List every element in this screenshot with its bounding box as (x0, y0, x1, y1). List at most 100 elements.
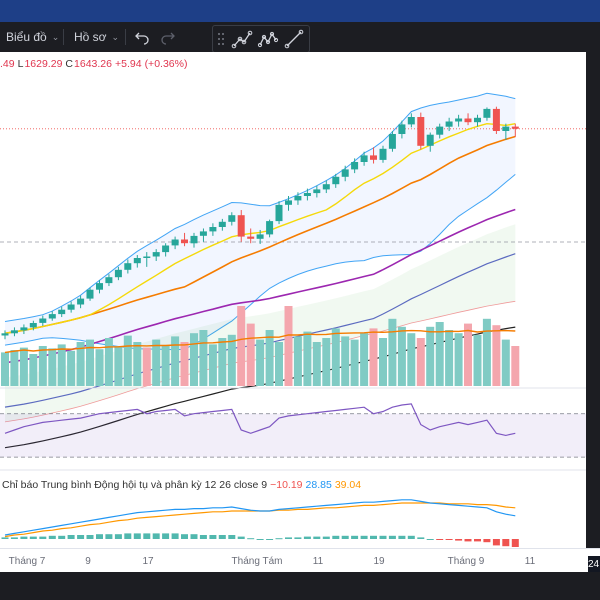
volume-bar (303, 331, 312, 386)
candle-body (322, 184, 330, 190)
candle-body (455, 118, 463, 122)
macd-legend[interactable]: Chỉ báo Trung bình Động hội tụ và phân k… (2, 479, 364, 491)
time-tick: Tháng Tám (231, 556, 283, 567)
candle-body (511, 126, 519, 129)
macd-line (4, 499, 516, 536)
price-scale[interactable] (586, 52, 600, 572)
macd-histogram-bar (455, 539, 463, 541)
toolbar-divider (125, 29, 126, 45)
volume-bar (218, 338, 227, 386)
macd-histogram-bar (370, 535, 377, 539)
macd-histogram-bar (492, 539, 500, 546)
undo-button[interactable] (134, 22, 150, 52)
macd-histogram-bar (256, 539, 264, 540)
candle-body (105, 277, 113, 284)
macd-histogram-bar (48, 535, 56, 539)
ohlc-change-pct: (+0.36%) (144, 58, 188, 70)
candle-body (20, 327, 28, 331)
profile-menu-button[interactable]: Hồ sơ ⌄ (74, 22, 119, 52)
candle-body (266, 221, 274, 235)
macd-histogram-bar (445, 539, 453, 540)
candle-body (303, 193, 311, 196)
macd-histogram-bar (285, 537, 292, 539)
chart-menu-button[interactable]: Biểu đồ ⌄ (6, 22, 59, 52)
macd-histogram-bar (303, 536, 311, 539)
volume-bar (237, 306, 246, 386)
macd-histogram-bar (58, 535, 66, 539)
macd-histogram-bar (181, 534, 188, 539)
ohlc-close: 1643.26 (74, 58, 112, 70)
candle-body (407, 117, 415, 125)
ohlc-close-label: C (65, 58, 74, 70)
macd-histogram-bar (209, 535, 217, 539)
macd-histogram-bar (1, 537, 9, 539)
volume-bar (407, 333, 416, 386)
elliott-wave-tool-icon[interactable] (257, 28, 279, 50)
volume-bar (104, 338, 113, 386)
ohlc-low-label: L (17, 58, 24, 70)
macd-histogram-bar (322, 536, 330, 539)
volume-bar (360, 333, 369, 386)
volume-bar (501, 339, 510, 386)
macd-histogram-bar (143, 533, 151, 539)
volume-bar (133, 342, 142, 386)
time-axis[interactable]: Tháng 7 9 17 Tháng Tám 11 19 Tháng 9 11 (0, 548, 600, 573)
volume-bar (171, 336, 180, 386)
candle-body (445, 121, 453, 127)
macd-histogram-bar (360, 535, 368, 539)
drag-handle-icon[interactable] (213, 26, 309, 52)
macd-histogram-bar (67, 535, 75, 539)
volume-bar (293, 336, 302, 386)
volume-bar (1, 352, 9, 386)
volume-bar (123, 335, 132, 386)
candle-body (275, 204, 283, 222)
macd-histogram-bar (436, 539, 444, 540)
volume-bar (473, 334, 482, 386)
candle-body (474, 117, 481, 123)
macd-histogram-bar (96, 534, 103, 539)
top-strip (0, 0, 600, 22)
macd-histogram-bar (511, 539, 519, 547)
macd-histogram-bar (266, 539, 274, 540)
candle-body (199, 231, 207, 236)
macd-histogram-bar (483, 539, 491, 543)
candle-body (124, 263, 132, 270)
macd-histogram-bar (152, 533, 160, 539)
macd-histogram-bar (426, 539, 434, 540)
candle-body (237, 215, 245, 237)
candle-body (398, 124, 406, 134)
ohlc-legend: .49 L1629.29 C1643.26 +5.94 (+0.36%) (0, 58, 190, 70)
volume-bar (10, 350, 19, 386)
macd-histogram-bar (275, 538, 283, 540)
line-tool-icon[interactable] (283, 28, 305, 50)
drawing-tools-panel (212, 25, 310, 53)
time-tick: 19 (373, 556, 385, 567)
candle-body (190, 235, 198, 244)
macd-histogram-bar (407, 535, 415, 539)
macd-histogram-bar (464, 539, 472, 542)
bollinger-band-fill (5, 93, 516, 350)
candle-body (10, 330, 18, 334)
macd-histogram-bar (218, 535, 226, 539)
macd-histogram-bar (237, 536, 245, 539)
ohlc-change: +5.94 (114, 58, 142, 70)
candle-body (247, 236, 255, 239)
candle-body (86, 289, 94, 299)
time-tick: 9 (85, 556, 91, 567)
time-tick: 11 (312, 556, 324, 567)
volume-bar (38, 346, 47, 386)
trend-line-tool-icon[interactable] (231, 28, 253, 50)
volume-bar (114, 346, 123, 386)
macd-histogram-bar (114, 534, 122, 539)
volume-bar (161, 346, 170, 386)
rsi-range-fill (0, 413, 586, 458)
profile-menu-label: Hồ sơ (74, 30, 107, 44)
chart-area[interactable] (0, 52, 586, 548)
volume-bar (190, 333, 198, 386)
candle-body (133, 258, 141, 264)
corner-badge: 24 (588, 556, 600, 572)
macd-histogram-bar (388, 535, 396, 539)
redo-button[interactable] (160, 22, 176, 52)
candle-body (388, 134, 396, 149)
macd-histogram-bar (86, 535, 94, 539)
